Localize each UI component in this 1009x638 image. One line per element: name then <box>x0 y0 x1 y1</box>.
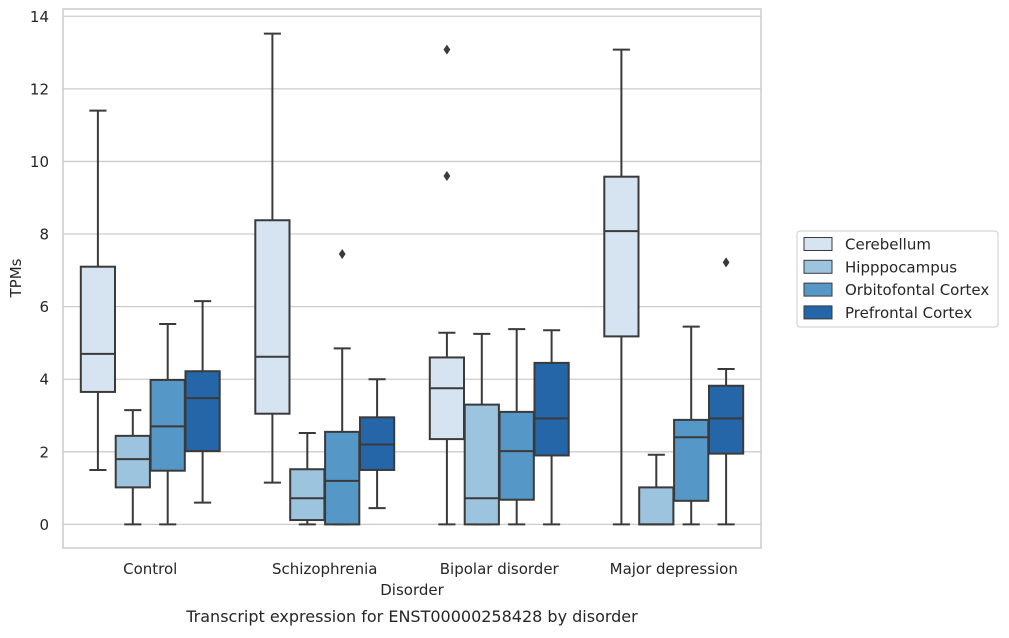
box-iqr <box>498 410 535 501</box>
box-iqr <box>673 418 710 502</box>
outlier-point <box>722 257 730 268</box>
box-group <box>184 300 221 504</box>
box-group <box>463 332 500 526</box>
y-tick-label: 6 <box>39 298 49 316</box>
legend-swatch <box>803 282 833 297</box>
legend-label: Prefrontal Cortex <box>845 304 972 322</box>
outlier-point <box>443 170 451 181</box>
box-group <box>498 328 535 526</box>
box-iqr <box>603 175 640 338</box>
box-group <box>673 325 710 526</box>
y-tick-label: 8 <box>39 226 49 244</box>
outlier-point <box>443 44 451 55</box>
box-group <box>358 378 396 510</box>
box-group <box>114 409 151 526</box>
outlier-point <box>338 249 346 259</box>
box-group <box>149 323 186 526</box>
box-group <box>79 109 117 471</box>
box-iqr <box>638 486 675 526</box>
box-iqr <box>707 384 745 455</box>
legend-label: Cerebellum <box>845 236 931 254</box>
box-group <box>533 329 570 526</box>
y-tick-label: 12 <box>30 80 49 98</box>
y-tick-label: 2 <box>39 443 49 461</box>
x-tick-label: Bipolar disorder <box>440 560 560 578</box>
box-group <box>603 48 640 526</box>
legend-label: Orbitofontal Cortex <box>845 281 989 299</box>
y-axis-ticks: 0 2 4 6 8 10 12 14 <box>30 8 49 534</box>
box-iqr <box>428 356 466 441</box>
legend-label: Hipppocampus <box>845 258 957 276</box>
box-iqr <box>114 434 151 489</box>
y-tick-label: 4 <box>39 371 49 389</box>
box-group <box>289 431 326 526</box>
y-tick-label: 10 <box>30 153 49 171</box>
box-iqr <box>533 361 570 457</box>
legend-swatch <box>803 305 833 320</box>
legend-swatch <box>803 259 833 274</box>
x-tick-label: Control <box>123 560 177 578</box>
box-iqr <box>463 403 500 526</box>
box-group <box>324 249 361 526</box>
y-axis-label: TPMs <box>7 258 25 298</box>
plot-area-frame <box>62 8 762 549</box>
box-iqr <box>289 468 326 522</box>
box-group <box>254 32 291 484</box>
box-iqr <box>149 378 186 472</box>
legend-swatch <box>803 237 833 251</box>
boxes-layer <box>79 32 745 526</box>
box-iqr <box>254 219 291 415</box>
x-tick-label: Major depression <box>610 560 738 578</box>
box-group <box>638 453 675 526</box>
box-group <box>707 257 745 526</box>
chart-caption: Transcript expression for ENST0000025842… <box>185 607 638 626</box>
x-axis-ticks: Control Schizophrenia Bipolar disorder Majo… <box>123 560 738 578</box>
box-iqr <box>184 370 221 453</box>
y-tick-label: 14 <box>30 8 49 26</box>
legend: Cerebellum Hipppocampus Orbitofontal Corte… <box>796 230 999 328</box>
box-group <box>428 44 466 526</box>
box-iqr <box>324 430 361 526</box>
x-tick-label: Schizophrenia <box>272 560 377 578</box>
legend-frame <box>796 230 999 328</box>
box-iqr <box>79 265 117 393</box>
y-tick-label: 0 <box>39 516 49 534</box>
x-axis-label: Disorder <box>380 581 444 599</box>
